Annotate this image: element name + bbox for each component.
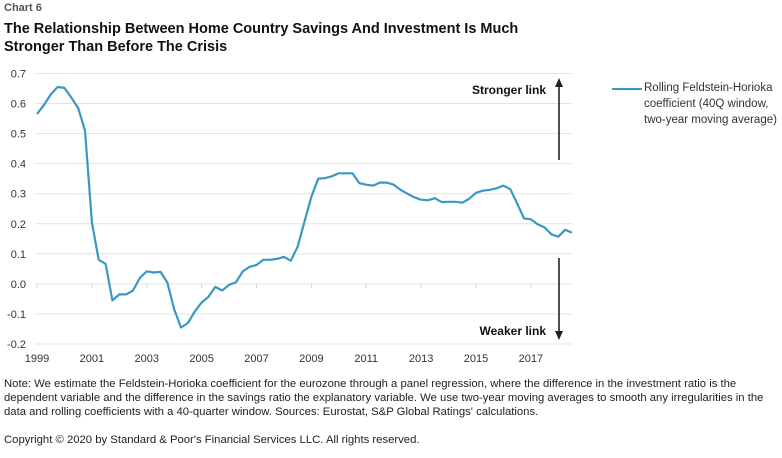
x-axis-ticks: 1999 2001 2003 2005 2007 2009 2011 2013 2015 2017 bbox=[25, 283, 543, 365]
annotations: Stronger link Weaker link bbox=[472, 78, 563, 340]
y-tick-label: 0.3 bbox=[11, 189, 26, 201]
x-tick-label: 2001 bbox=[80, 353, 104, 365]
y-tick-label: 0.5 bbox=[11, 129, 26, 141]
legend-label: Rolling Feldstein-Horioka coefficient (4… bbox=[644, 82, 777, 126]
x-tick-label: 1999 bbox=[25, 353, 49, 365]
copyright: Copyright © 2020 by Standard & Poor's Fi… bbox=[4, 434, 420, 446]
chart-number: Chart 6 bbox=[4, 2, 42, 14]
x-tick-label: 2011 bbox=[354, 353, 378, 365]
y-tick-label: -0.1 bbox=[7, 309, 26, 321]
line-chart: 0.7 0.6 0.5 0.4 0.3 0.2 0.1 0.0 -0.1 -0.2 1999 200… bbox=[7, 69, 573, 365]
y-tick-label: 0.4 bbox=[11, 159, 26, 171]
y-tick-label: 0.6 bbox=[11, 99, 26, 111]
stronger-link-label: Stronger link bbox=[472, 83, 546, 97]
series-line bbox=[36, 85, 573, 329]
weaker-link-label: Weaker link bbox=[480, 324, 547, 338]
y-tick-label: -0.2 bbox=[7, 339, 26, 351]
arrow-up-icon bbox=[555, 78, 563, 87]
y-tick-label: 0.7 bbox=[11, 69, 26, 81]
x-tick-label: 2003 bbox=[135, 353, 159, 365]
x-tick-label: 2013 bbox=[409, 353, 433, 365]
chart-note: Note: We estimate the Feldstein-Horioka … bbox=[4, 378, 764, 418]
legend-swatch bbox=[612, 88, 642, 90]
x-tick-label: 2007 bbox=[244, 353, 268, 365]
chart-title: The Relationship Between Home Country Sa… bbox=[4, 21, 519, 55]
x-tick-label: 2017 bbox=[519, 353, 543, 365]
y-tick-label: 0.1 bbox=[11, 249, 26, 261]
x-tick-label: 2009 bbox=[299, 353, 323, 365]
arrow-down-icon bbox=[555, 331, 563, 340]
y-axis-ticks: 0.7 0.6 0.5 0.4 0.3 0.2 0.1 0.0 -0.1 -0.2 bbox=[7, 69, 26, 352]
x-tick-label: 2005 bbox=[189, 353, 213, 365]
y-tick-label: 0.2 bbox=[11, 219, 26, 231]
x-tick-label: 2015 bbox=[464, 353, 488, 365]
gridlines bbox=[35, 73, 572, 345]
y-tick-label: 0.0 bbox=[11, 279, 26, 291]
